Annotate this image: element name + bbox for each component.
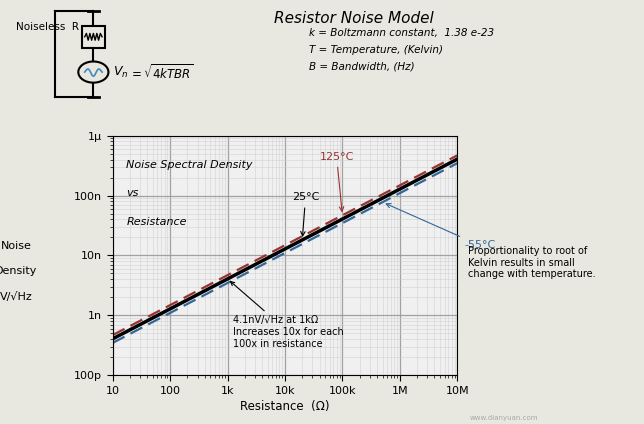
Text: T = Temperature, (Kelvin): T = Temperature, (Kelvin) [309,45,443,55]
Text: -55°C: -55°C [386,204,495,250]
Text: 125°C: 125°C [319,152,354,211]
Text: k = Boltzmann constant,  1.38 e-23: k = Boltzmann constant, 1.38 e-23 [309,28,494,38]
Text: Noise Spectral Density: Noise Spectral Density [126,159,253,170]
Text: Resistor Noise Model: Resistor Noise Model [274,11,434,25]
FancyBboxPatch shape [82,26,105,47]
Text: www.dianyuan.com: www.dianyuan.com [470,415,538,421]
Text: $= \sqrt{4kTBR}$: $= \sqrt{4kTBR}$ [129,63,194,82]
Text: Proportionality to root of
Kelvin results in small
change with temperature.: Proportionality to root of Kelvin result… [468,246,595,279]
Text: Noiseless  R: Noiseless R [16,22,79,32]
Text: V/√Hz: V/√Hz [0,292,32,302]
Text: 4.1nV/√Hz at 1kΩ
Increases 10x for each
100x in resistance: 4.1nV/√Hz at 1kΩ Increases 10x for each … [231,282,344,349]
X-axis label: Resistance  (Ω): Resistance (Ω) [240,400,330,413]
Text: Density: Density [0,266,37,276]
Text: Noise: Noise [1,241,32,251]
Text: vs: vs [126,188,139,198]
Text: 25°C: 25°C [292,192,319,236]
Text: $V_n$: $V_n$ [113,65,128,80]
Text: Resistance: Resistance [126,217,187,227]
Text: B = Bandwidth, (Hz): B = Bandwidth, (Hz) [309,61,415,72]
